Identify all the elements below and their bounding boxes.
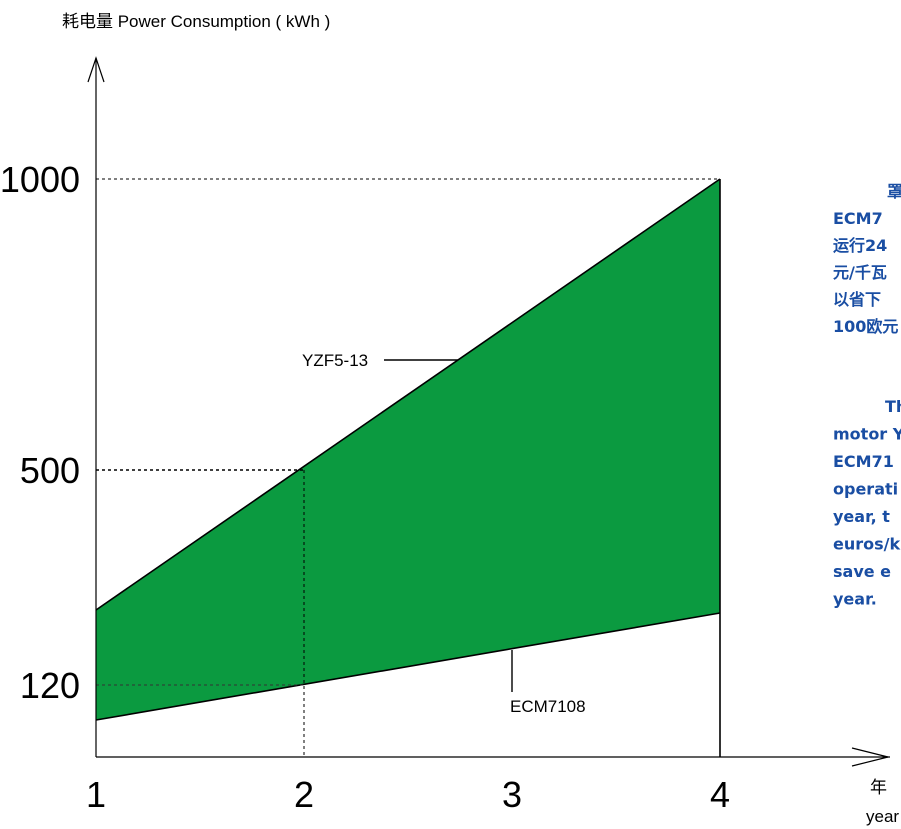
side-text-line: 罩: [887, 182, 901, 201]
side-text-line: 以省下: [833, 290, 881, 309]
y-axis-arrow: [87, 56, 105, 83]
series-line-ecm7108: [95, 612, 721, 721]
series-line-yzf5-13: [95, 178, 721, 611]
axes: [87, 56, 890, 767]
x-tick-label-1: 1: [86, 774, 106, 815]
side-text-line: euros/k: [833, 535, 900, 554]
x-axis-title-en: year: [866, 807, 899, 826]
series-label-ecm7108: ECM7108: [510, 697, 586, 716]
x-axis-arrow: [851, 747, 889, 767]
side-text-line: save e: [833, 562, 891, 581]
side-text-line: year.: [833, 590, 877, 609]
x-tick-label-2: 2: [294, 774, 314, 815]
side-text-line: year, t: [833, 507, 890, 526]
x-tick-label-4: 4: [710, 774, 730, 815]
side-text-line: operati: [833, 480, 898, 499]
consumption-gap-area: [96, 179, 720, 720]
side-text-line: ECM71: [833, 452, 894, 471]
y-tick-label-1000: 1000: [0, 159, 80, 200]
side-text-line: ECM7: [833, 209, 883, 228]
series-annotations: YZF5-13 ECM7108: [302, 351, 586, 716]
x-axis-title: 年: [870, 778, 887, 797]
y-tick-label-500: 500: [20, 450, 80, 491]
side-text-line: 元/千瓦: [833, 263, 887, 282]
axis-titles: 耗电量 Power Consumption ( kWh ) 年 year: [62, 12, 899, 826]
y-tick-label-120: 120: [20, 665, 80, 706]
side-text-line: 100欧元: [833, 317, 898, 336]
side-text-line: 运行24: [833, 236, 887, 255]
side-text-line: motor Y: [833, 425, 901, 444]
series-label-yzf5-13: YZF5-13: [302, 351, 368, 370]
y-axis-title: 耗电量 Power Consumption ( kWh ): [62, 12, 330, 31]
plot-area: [95, 178, 721, 757]
x-tick-label-3: 3: [502, 774, 522, 815]
tick-labels: 1000 500 120 1 2 3 4: [0, 159, 730, 815]
side-text-line: Th: [885, 397, 901, 416]
